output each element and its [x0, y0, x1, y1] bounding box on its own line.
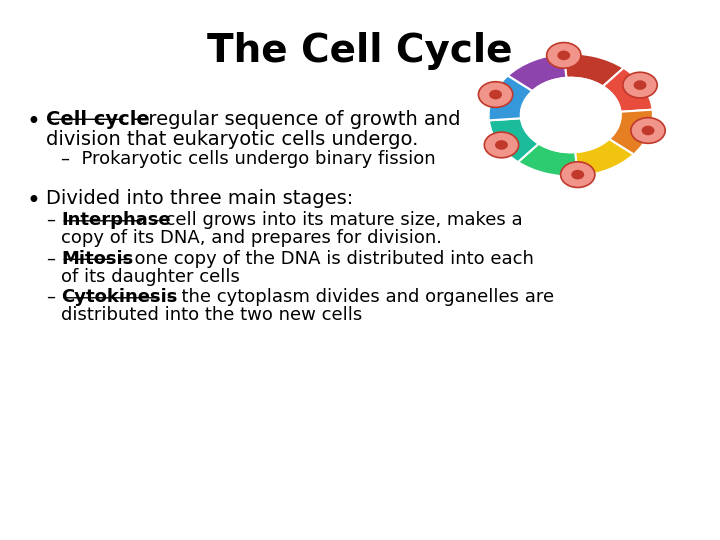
Text: The Cell Cycle: The Cell Cycle — [207, 32, 513, 70]
Wedge shape — [518, 144, 578, 177]
Wedge shape — [508, 54, 567, 91]
Circle shape — [478, 82, 513, 107]
Text: –: – — [45, 211, 55, 229]
Circle shape — [489, 90, 502, 99]
Circle shape — [571, 170, 584, 179]
Text: Mitosis: Mitosis — [61, 249, 134, 268]
Wedge shape — [564, 53, 624, 86]
Wedge shape — [575, 139, 634, 176]
Text: –: – — [45, 288, 55, 306]
Wedge shape — [489, 118, 539, 162]
Wedge shape — [603, 68, 652, 112]
Text: •: • — [27, 189, 40, 213]
Text: –  Prokaryotic cells undergo binary fission: – Prokaryotic cells undergo binary fissi… — [61, 150, 436, 168]
Wedge shape — [609, 110, 653, 154]
Text: – regular sequence of growth and: – regular sequence of growth and — [127, 110, 461, 129]
Text: copy of its DNA, and prepares for division.: copy of its DNA, and prepares for divisi… — [61, 230, 442, 247]
Text: –: – — [45, 249, 55, 268]
Text: Divided into three main stages:: Divided into three main stages: — [45, 189, 353, 208]
Circle shape — [557, 51, 570, 60]
Circle shape — [495, 140, 508, 150]
Circle shape — [485, 132, 518, 158]
Text: Cell cycle: Cell cycle — [45, 110, 149, 129]
Circle shape — [521, 78, 621, 152]
Text: •: • — [27, 110, 40, 134]
Circle shape — [546, 43, 581, 68]
Text: of its daughter cells: of its daughter cells — [61, 268, 240, 286]
Text: – the cytoplasm divides and organelles are: – the cytoplasm divides and organelles a… — [161, 288, 554, 306]
Circle shape — [642, 126, 654, 136]
Text: distributed into the two new cells: distributed into the two new cells — [61, 306, 363, 325]
Text: division that eukaryotic cells undergo.: division that eukaryotic cells undergo. — [45, 130, 418, 149]
Text: Interphase: Interphase — [61, 211, 171, 229]
Text: – cell grows into its mature size, makes a: – cell grows into its mature size, makes… — [145, 211, 523, 229]
Circle shape — [561, 162, 595, 187]
Circle shape — [631, 118, 665, 143]
Text: Cytokinesis: Cytokinesis — [61, 288, 178, 306]
Wedge shape — [489, 76, 533, 120]
Circle shape — [623, 72, 657, 98]
Text: – one copy of the DNA is distributed into each: – one copy of the DNA is distributed int… — [114, 249, 534, 268]
Circle shape — [634, 80, 647, 90]
